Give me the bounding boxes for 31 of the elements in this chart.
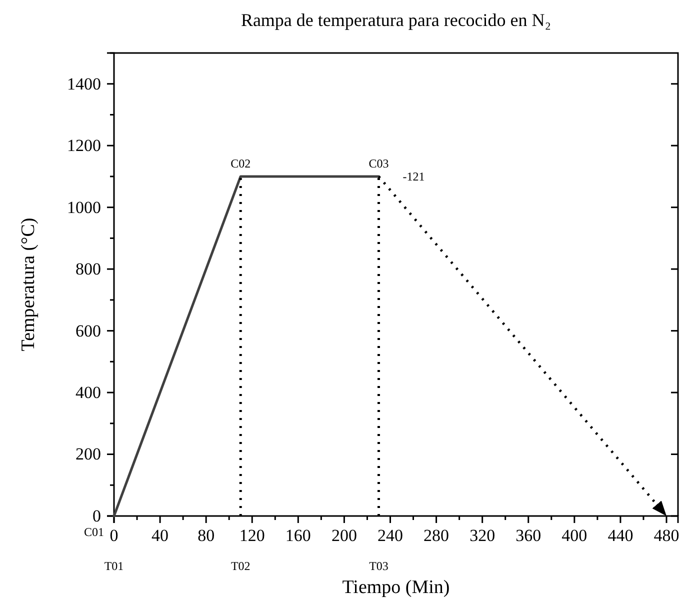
x-tick-label: 120 — [239, 526, 265, 546]
x-tick-label: 320 — [470, 526, 496, 546]
annotation: C03 — [368, 156, 389, 170]
y-tick-label: 600 — [76, 321, 101, 340]
y-tick-label: 1000 — [67, 198, 101, 217]
y-tick-label: 800 — [76, 260, 101, 279]
x-tick-label: 160 — [285, 526, 311, 546]
x-tick-label: 40 — [152, 526, 169, 546]
x-tick-label: 200 — [331, 526, 357, 546]
text: T02 — [230, 559, 250, 573]
x-tick-label: 360 — [516, 526, 542, 546]
x-axis-title: Tiempo (Min) — [342, 577, 450, 598]
annotation: C02 — [230, 156, 251, 170]
y-axis-title: Temperatura (°C) — [18, 218, 39, 352]
annotation: -121 — [402, 169, 425, 184]
annotation: C01 — [84, 525, 104, 539]
x-tick-label: 280 — [424, 526, 450, 546]
y-tick-label: 200 — [76, 444, 101, 464]
text: T03 — [369, 559, 388, 573]
x-tick-label: 80 — [198, 526, 215, 546]
x-tick-label: 240 — [377, 526, 403, 546]
y-tick-label: 400 — [76, 382, 101, 402]
text: T01 — [104, 559, 124, 573]
y-tick-label: 1400 — [67, 74, 101, 94]
x-tick-label: 440 — [608, 526, 634, 546]
y-tick-label: 1200 — [67, 136, 101, 156]
chart-title: Rampa de temperatura para recocido en N₂ — [240, 10, 552, 30]
x-tick-label: 400 — [562, 526, 588, 546]
y-tick-label: 0 — [92, 506, 101, 526]
x-tick-label: 480 — [654, 526, 680, 546]
x-tick-label: 0 — [110, 526, 118, 546]
